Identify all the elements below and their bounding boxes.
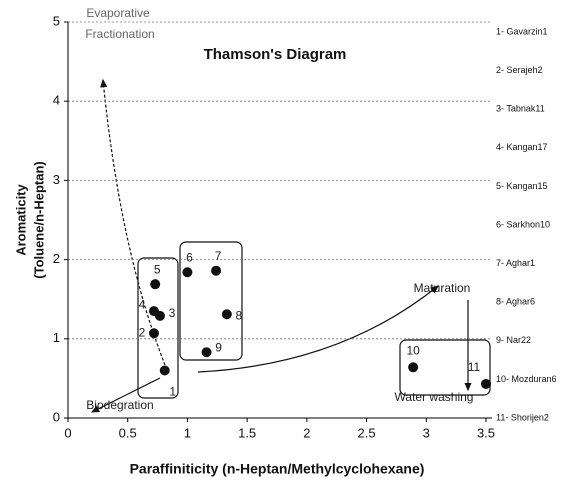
y-tick-label: 5 <box>53 13 60 28</box>
x-tick-label: 3.5 <box>477 425 495 440</box>
annotation: Maturation <box>414 281 471 295</box>
annotation: Fractionation <box>85 27 154 41</box>
x-tick-label: 0 <box>64 425 71 440</box>
x-tick-label: 2 <box>303 425 310 440</box>
legend-entry: 2- Serajeh2 <box>496 65 543 75</box>
point-label: 11 <box>468 360 481 374</box>
arrow <box>90 377 161 413</box>
x-axis-label: Paraffiniticity (n-Heptan/Methylcyclohex… <box>130 461 425 477</box>
x-tick-label: 2.5 <box>358 425 376 440</box>
y-tick-label: 4 <box>53 93 60 108</box>
legend-entry: 6- Sarkhon10 <box>496 219 550 229</box>
point-label: 3 <box>169 306 176 320</box>
point <box>159 365 170 376</box>
point <box>148 328 159 339</box>
point-label: 5 <box>154 262 161 276</box>
y-axis-label: Aromaticity <box>13 183 28 255</box>
y-tick-label: 3 <box>53 172 60 187</box>
group-box <box>179 241 243 361</box>
point <box>150 279 161 290</box>
annotation: Water washing <box>395 390 474 404</box>
point-label: 9 <box>215 340 222 354</box>
point <box>481 378 491 389</box>
x-tick-label: 0.5 <box>119 425 137 440</box>
point <box>221 309 232 320</box>
y-tick-label: 0 <box>53 409 60 424</box>
legend-entry: 7- Aghar1 <box>496 258 535 268</box>
chart-title: Thamson's Diagram <box>204 46 347 63</box>
point <box>148 306 159 317</box>
point <box>408 362 419 373</box>
point <box>201 347 212 358</box>
annotation: Evaporative <box>86 6 150 20</box>
legend-entry: 1- Gavarzin1 <box>496 26 548 36</box>
y-tick-label: 1 <box>53 330 60 345</box>
point-label: 1 <box>169 385 176 399</box>
y-axis-label: (Toluene/n-Heptan) <box>31 161 46 278</box>
x-tick-label: 1 <box>184 425 191 440</box>
point-label: 7 <box>215 249 222 263</box>
legend-entry: 10- Mozduran6 <box>496 374 557 384</box>
group-box <box>399 339 491 396</box>
point-label: 4 <box>139 297 146 311</box>
y-tick-label: 2 <box>53 251 60 266</box>
legend-entry: 11- Shorijen2 <box>496 412 549 422</box>
x-tick-label: 3 <box>423 425 430 440</box>
point-label: 6 <box>186 250 193 264</box>
point <box>182 267 193 278</box>
x-tick-label: 1.5 <box>238 425 256 440</box>
legend-entry: 8- Aghar6 <box>496 297 535 307</box>
group-box <box>137 257 179 399</box>
legend-entry: 4- Kangan17 <box>496 142 548 152</box>
point-label: 8 <box>235 308 242 322</box>
legend-entry: 5- Kangan15 <box>496 181 548 191</box>
point-label: 10 <box>406 343 420 357</box>
annotation: Biodegration <box>86 398 153 412</box>
point <box>211 265 222 276</box>
legend-entry: 9- Nar22 <box>496 335 531 345</box>
arrow <box>100 78 166 366</box>
arrow <box>197 285 439 373</box>
legend-entry: 3- Tabnak11 <box>496 104 545 114</box>
point-label: 2 <box>139 325 146 339</box>
